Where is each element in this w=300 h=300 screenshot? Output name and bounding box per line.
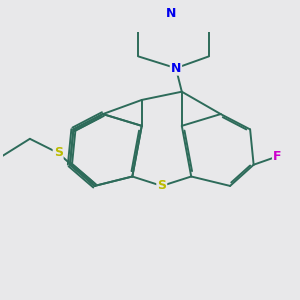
Text: N: N: [166, 8, 176, 20]
Text: N: N: [171, 61, 181, 75]
Text: S: S: [157, 179, 166, 192]
Text: F: F: [273, 150, 281, 163]
Text: S: S: [54, 146, 63, 159]
